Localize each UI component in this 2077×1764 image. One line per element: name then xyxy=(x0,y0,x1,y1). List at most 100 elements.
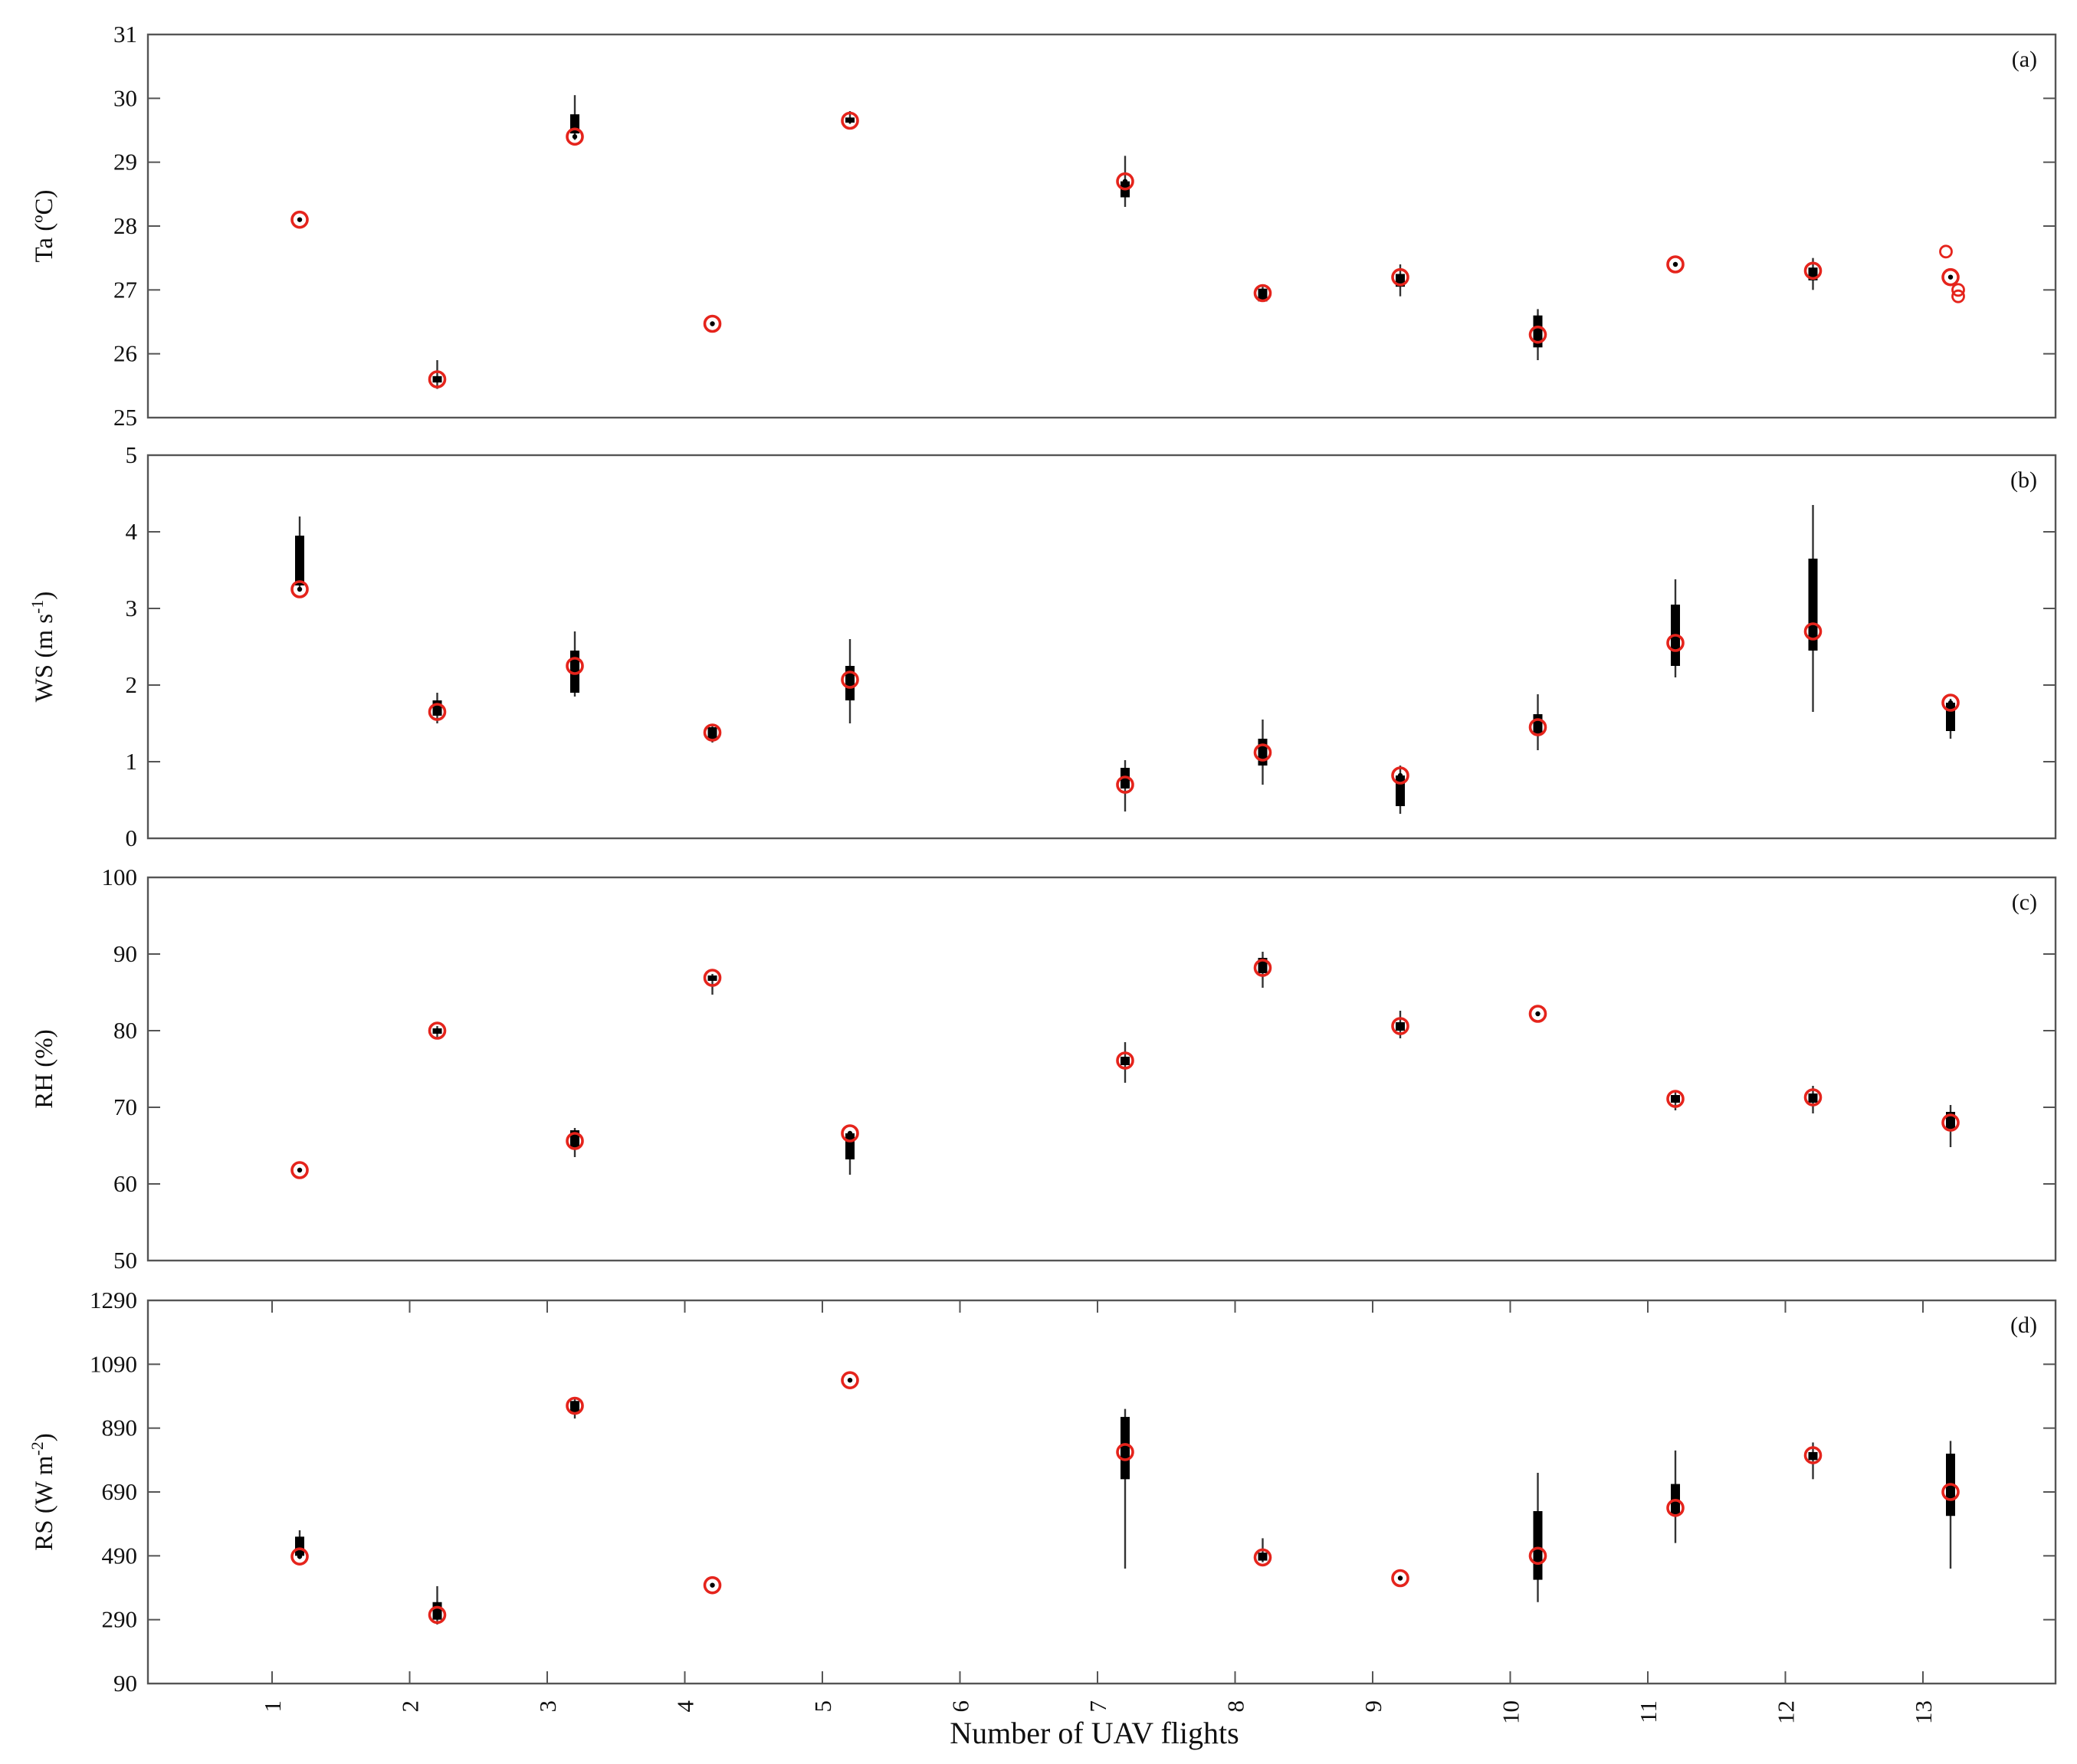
box-flight-12 xyxy=(1806,1442,1821,1479)
y-tick-label: 27 xyxy=(113,276,137,303)
panel-label: (d) xyxy=(2010,1313,2037,1338)
iqr-box xyxy=(1534,1511,1543,1580)
y-tick-label: 26 xyxy=(113,340,137,367)
median-dot xyxy=(710,730,714,735)
box-flight-4 xyxy=(705,970,720,995)
box-flight-11 xyxy=(1668,257,1683,272)
box-flight-3 xyxy=(567,1398,582,1418)
y-axis-label: RS (W m-2) xyxy=(28,1433,59,1550)
y-tick-label: 2 xyxy=(126,671,138,698)
panel-label: (b) xyxy=(2010,467,2037,493)
iqr-box xyxy=(1534,714,1543,735)
median-dot xyxy=(1948,274,1953,279)
box-flight-1 xyxy=(292,212,307,228)
median-dot xyxy=(297,217,302,221)
box-flight-5 xyxy=(842,1126,858,1175)
median-dot xyxy=(710,321,714,326)
median-dot xyxy=(1948,1490,1953,1494)
y-tick-label: 80 xyxy=(113,1017,137,1044)
panel-3: 50 60 70 80 90 100 (c) RH (%) xyxy=(31,864,2056,1274)
box-flight-9 xyxy=(1393,766,1408,814)
y-axis-label: RH (%) xyxy=(31,1029,58,1109)
iqr-box xyxy=(295,536,304,585)
box-flight-9 xyxy=(1393,1011,1408,1038)
median-dot xyxy=(1398,773,1403,778)
median-dot xyxy=(435,1028,439,1033)
iqr-box xyxy=(1946,703,1955,731)
median-dot xyxy=(1948,700,1953,705)
box-flight-13 xyxy=(1941,246,1964,302)
median-dot xyxy=(1260,966,1265,970)
box-flight-10 xyxy=(1531,1473,1546,1602)
y-tick-label: 50 xyxy=(113,1247,137,1274)
y-tick-label: 5 xyxy=(126,441,138,468)
box-flight-9 xyxy=(1393,1571,1408,1586)
iqr-box xyxy=(1121,1417,1130,1479)
x-axis-label: Number of UAV flights xyxy=(950,1716,1239,1750)
median-dot xyxy=(1810,1095,1815,1100)
box-flight-7 xyxy=(1117,1042,1133,1083)
y-tick-label: 29 xyxy=(113,149,137,175)
box-flight-10 xyxy=(1531,309,1546,360)
box-flight-3 xyxy=(567,631,582,697)
median-dot xyxy=(848,677,852,682)
median-dot xyxy=(1673,641,1678,645)
median-dot xyxy=(1123,179,1127,183)
median-dot xyxy=(848,1378,852,1382)
y-tick-label: 30 xyxy=(113,84,137,111)
x-tick-label: 8 xyxy=(1222,1700,1249,1713)
y-tick-label: 4 xyxy=(126,518,138,545)
median-dot xyxy=(1535,725,1540,730)
median-dot xyxy=(1123,782,1127,787)
median-dot xyxy=(1535,332,1540,336)
y-tick-label: 0 xyxy=(126,825,138,851)
box-flight-11 xyxy=(1668,579,1683,677)
box-flight-7 xyxy=(1117,156,1133,207)
median-dot xyxy=(1673,262,1678,267)
panel-2: 012345(b)WS (m s-1) xyxy=(28,441,2056,851)
box-flight-8 xyxy=(1255,720,1271,785)
panel-1: 25 26 27 28 29 30 31 (a) Ta (ºC) xyxy=(31,21,2056,431)
median-dot xyxy=(1398,274,1403,279)
box-flight-10 xyxy=(1531,694,1546,750)
panel-frame xyxy=(148,877,2056,1261)
x-tick-label: 9 xyxy=(1360,1700,1386,1713)
x-tick-label: 2 xyxy=(397,1700,424,1713)
x-tick-label: 1 xyxy=(259,1700,286,1713)
median-dot xyxy=(848,118,852,123)
median-dot xyxy=(710,1582,714,1587)
median-dot xyxy=(297,587,302,592)
x-tick-label: 6 xyxy=(947,1700,974,1713)
box-flight-8 xyxy=(1255,286,1271,302)
box-flight-8 xyxy=(1255,952,1271,988)
box-flight-11 xyxy=(1668,1091,1683,1110)
y-tick-label: 28 xyxy=(113,212,137,239)
x-tick-label: 4 xyxy=(672,1700,699,1713)
panel-frame xyxy=(148,1300,2056,1684)
x-tick-label: 5 xyxy=(809,1700,836,1713)
outlier-point xyxy=(1941,246,1952,257)
median-dot xyxy=(1260,1555,1265,1559)
panel-4: 90 290 490 690 890 1090 1290 (d) RS (W m-2) xyxy=(28,1287,2056,1697)
box-flight-10 xyxy=(1531,1006,1546,1021)
x-tick-label: 11 xyxy=(1635,1700,1662,1723)
y-tick-label: 1090 xyxy=(90,1350,137,1377)
box-flight-3 xyxy=(567,1128,582,1157)
median-dot xyxy=(435,710,439,714)
median-dot xyxy=(1123,1058,1127,1063)
y-axis-label: Ta (ºC) xyxy=(31,190,58,263)
iqr-box xyxy=(845,1133,855,1159)
y-tick-label: 100 xyxy=(102,864,138,890)
box-flight-1 xyxy=(292,516,307,597)
median-dot xyxy=(573,1403,577,1408)
box-flight-5 xyxy=(842,1372,858,1388)
y-tick-label: 890 xyxy=(102,1415,138,1441)
iqr-box xyxy=(295,1536,304,1556)
box-flight-13 xyxy=(1943,1105,1958,1147)
box-flight-2 xyxy=(430,1023,445,1038)
median-dot xyxy=(1398,1575,1403,1580)
y-tick-label: 1 xyxy=(126,748,138,775)
box-flight-3 xyxy=(567,95,582,144)
box-flight-2 xyxy=(430,1586,445,1625)
y-tick-label: 3 xyxy=(126,595,138,621)
